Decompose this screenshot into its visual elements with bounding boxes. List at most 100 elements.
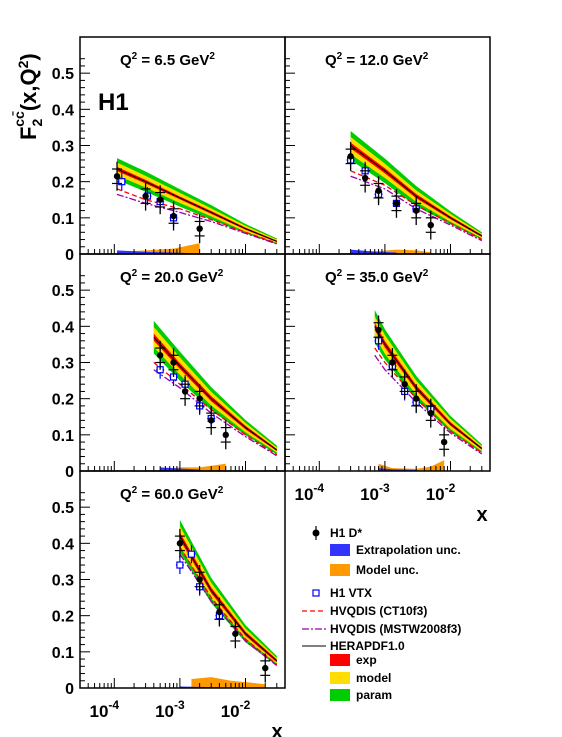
h1-dstar-point xyxy=(180,376,191,406)
panel-title-sup: 2 xyxy=(132,485,138,496)
legend-exp-swatch xyxy=(330,654,350,666)
panel-title: Q2 = 60.0 GeV2 xyxy=(120,485,224,503)
ylabel-sup: cc̄ xyxy=(10,110,27,126)
y-tick-label: 0.3 xyxy=(52,139,74,156)
panel-title-value: = 35.0 GeV xyxy=(342,269,422,286)
h1-dstar-marker xyxy=(413,207,420,214)
h1-dstar-point xyxy=(168,201,179,231)
h1-dstar-point xyxy=(230,619,241,649)
x-tick-label: 10-3 xyxy=(155,698,185,721)
y-tick-label: 0.2 xyxy=(52,175,74,192)
exp-band xyxy=(117,166,277,243)
panel-title-value: = 12.0 GeV xyxy=(342,52,422,69)
ylabel-args: (x,Q xyxy=(16,68,41,111)
h1-dstar-marker xyxy=(196,225,203,232)
model-band xyxy=(179,525,277,664)
y-tick-label: 0.5 xyxy=(52,283,74,300)
h1-dstar-point xyxy=(260,653,271,683)
legend-model-swatch xyxy=(330,672,350,684)
herapdf-line xyxy=(179,535,278,662)
y-axis-label: F2cc̄(x,Q2) xyxy=(10,53,45,140)
h1-dstar-marker xyxy=(427,221,434,229)
h1-dstar-marker xyxy=(427,409,434,417)
panel-title-value: = 60.0 GeV xyxy=(137,486,217,503)
y-tick-label: 0.4 xyxy=(52,319,74,336)
panel-title-q: Q xyxy=(325,269,337,286)
h1-dstar-marker xyxy=(375,187,382,194)
h1-dstar-point xyxy=(439,427,450,457)
h1-dstar-point xyxy=(373,176,384,206)
h1-dstar-marker xyxy=(156,196,164,203)
y-tick-label: 0 xyxy=(65,247,74,264)
exp-band xyxy=(350,142,482,238)
experiment-label: H1 xyxy=(98,89,129,116)
panel-title-unit-sup: 2 xyxy=(218,268,224,279)
panel-title-q: Q xyxy=(325,52,337,69)
panel-title-unit-sup: 2 xyxy=(423,51,429,62)
h1-vtx-point xyxy=(175,555,184,575)
h1-dstar-marker xyxy=(196,576,203,583)
legend-param: param xyxy=(356,688,392,702)
panel-title-value: = 20.0 GeV xyxy=(137,269,217,286)
y-tick-label: 0 xyxy=(65,464,74,481)
h1-dstar-point xyxy=(214,597,225,627)
h1-dstar-point xyxy=(220,420,231,450)
panel-title-sup: 2 xyxy=(132,51,138,62)
x-tick-label: 10-4 xyxy=(295,481,325,504)
hvqdis-mstw-line xyxy=(179,553,278,667)
herapdf-line xyxy=(116,168,277,242)
y-tick-label: 0.2 xyxy=(52,609,74,626)
h1-dstar-marker xyxy=(389,359,396,366)
y-tick-label: 0 xyxy=(65,681,74,698)
param-band xyxy=(153,320,277,455)
h1-vtx-point xyxy=(117,172,126,191)
hvqdis-ct10-line xyxy=(116,188,278,244)
model-band xyxy=(117,162,277,244)
param-band xyxy=(179,519,277,666)
plot-area xyxy=(112,158,278,254)
h1-dstar-point xyxy=(194,565,205,594)
h1-dstar-marker xyxy=(232,630,239,637)
panel-title-sup: 2 xyxy=(337,51,343,62)
ylabel-close: ) xyxy=(16,53,41,60)
h1-dstar-point xyxy=(399,369,410,399)
x-tick-base: 10 xyxy=(155,702,174,721)
model-unc-histogram xyxy=(191,677,266,688)
h1-dstar-point xyxy=(425,210,436,240)
ylabel-sub: 2 xyxy=(29,119,45,127)
param-band xyxy=(374,310,482,453)
model-unc-histogram xyxy=(378,460,445,471)
y-tick-label: 0.4 xyxy=(52,536,74,553)
h1-vtx-marker xyxy=(118,178,126,186)
panel-title-unit-sup: 2 xyxy=(209,51,215,62)
h1-dstar-point xyxy=(206,405,217,435)
panel-title: Q2 = 20.0 GeV2 xyxy=(120,268,224,286)
x-tick-label: 10-2 xyxy=(221,698,251,721)
y-tick-label: 0.5 xyxy=(52,500,74,517)
h1-dstar-point xyxy=(155,340,166,370)
h1-vtx-point xyxy=(187,545,196,564)
x-tick-base: 10 xyxy=(426,485,445,504)
legend-exp: exp xyxy=(356,653,377,667)
h1-dstar-point xyxy=(391,188,402,218)
h1-dstar-marker xyxy=(142,192,149,200)
h1-dstar-marker xyxy=(440,438,448,446)
legend-hvqdis-ct10: HVQDIS (CT10f3) xyxy=(330,604,427,618)
legend-hvqdis-mstw: HVQDIS (MSTW2008f3) xyxy=(330,622,461,636)
panel-title: Q2 = 35.0 GeV2 xyxy=(325,268,429,286)
h1-dstar-point xyxy=(411,384,422,414)
h1-dstar-marker xyxy=(222,431,229,439)
panel-title-unit-sup: 2 xyxy=(218,485,224,496)
panel-title-sup: 2 xyxy=(132,268,138,279)
plot-area xyxy=(345,131,483,254)
x-tick-base: 10 xyxy=(295,485,314,504)
panel-frame xyxy=(79,36,286,255)
hvqdis-mstw-line xyxy=(116,193,278,245)
model-band xyxy=(374,316,482,452)
legend-model-unc: Model unc. xyxy=(356,563,419,577)
x-tick-exp: -4 xyxy=(313,481,324,495)
h1-dstar-marker xyxy=(401,381,408,388)
h1-dstar-marker xyxy=(170,212,177,220)
h1-vtx-marker xyxy=(187,550,196,558)
